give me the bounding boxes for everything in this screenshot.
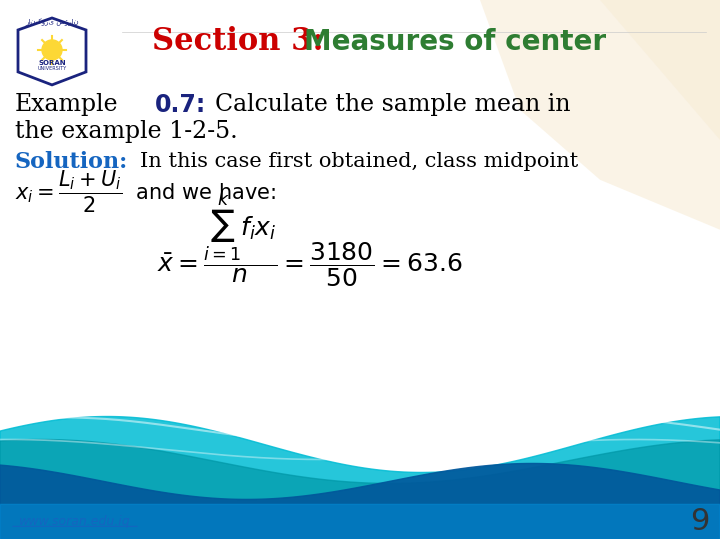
Text: 9: 9	[690, 507, 710, 536]
Text: www.soran.edu.iq: www.soran.edu.iq	[19, 515, 131, 528]
Text: رانکۆری سۆران: رانکۆری سۆران	[25, 18, 78, 26]
Polygon shape	[600, 0, 720, 140]
Text: Calculate the sample mean in: Calculate the sample mean in	[215, 93, 570, 117]
Text: Section 3:: Section 3:	[152, 26, 324, 57]
Text: 0.7:: 0.7:	[155, 93, 206, 117]
Text: In this case first obtained, class midpoint: In this case first obtained, class midpo…	[140, 152, 578, 171]
Polygon shape	[480, 0, 720, 230]
Text: SORAN: SORAN	[38, 60, 66, 66]
Text: the example 1-2-5.: the example 1-2-5.	[15, 120, 238, 143]
Text: $x_i = \dfrac{L_i+U_i}{2}$  and we have:: $x_i = \dfrac{L_i+U_i}{2}$ and we have:	[15, 168, 276, 215]
Text: Solution:: Solution:	[15, 151, 128, 173]
Text: Example: Example	[15, 93, 119, 117]
Circle shape	[42, 40, 62, 60]
Text: Measures of center: Measures of center	[304, 28, 606, 56]
Text: $\bar{x} = \dfrac{\sum_{i=1}^{k} f_i x_i}{n} = \dfrac{3180}{50} = 63.6$: $\bar{x} = \dfrac{\sum_{i=1}^{k} f_i x_i…	[157, 190, 463, 290]
Polygon shape	[18, 18, 86, 85]
Text: UNIVERSITY: UNIVERSITY	[37, 66, 67, 71]
